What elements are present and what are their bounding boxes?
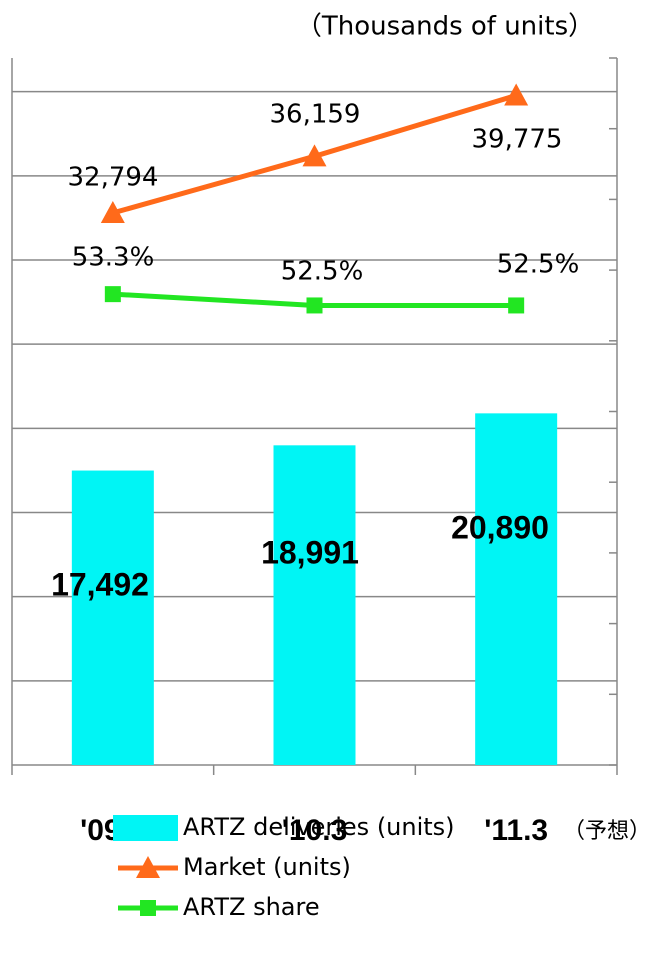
legend-swatch	[140, 900, 156, 916]
line-value-label: 32,794	[68, 163, 159, 193]
bar	[475, 413, 558, 765]
legend-swatch	[136, 856, 160, 878]
legend-swatch	[113, 815, 178, 841]
bar-value-label: 17,492	[51, 566, 149, 602]
line-value-label: 52.5%	[497, 250, 580, 280]
bar	[71, 470, 154, 765]
marker	[504, 83, 529, 106]
marker	[302, 144, 327, 167]
marker	[508, 297, 525, 314]
line-value-label: 53.3%	[72, 243, 155, 273]
legend-label: Market (units)	[183, 853, 351, 881]
legend-label: ARTZ deliveries (units)	[183, 813, 455, 841]
x-tick-label: '10.3	[282, 814, 348, 847]
line-value-label: 36,159	[270, 100, 361, 130]
legend-label: ARTZ share	[183, 893, 320, 921]
marker	[104, 286, 121, 303]
marker	[100, 200, 125, 223]
category-note: （予想）	[563, 819, 651, 844]
unit-label: （Thousands of units）	[296, 12, 594, 42]
bar-value-label: 20,890	[451, 509, 549, 545]
line-value-label: 52.5%	[281, 257, 364, 287]
line-value-label: 39,775	[472, 125, 563, 155]
bar-value-label: 18,991	[261, 534, 359, 570]
bar	[273, 445, 356, 765]
x-tick-label: '11.3	[484, 814, 548, 847]
marker	[306, 297, 323, 314]
